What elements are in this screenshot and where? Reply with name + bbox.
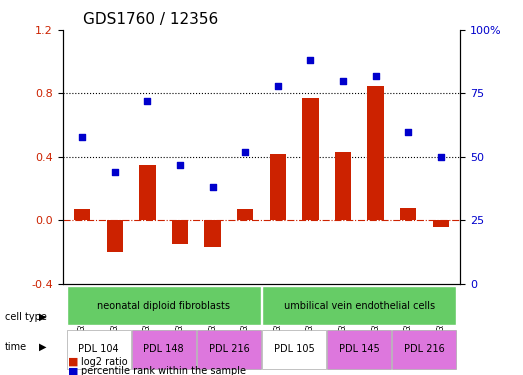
- Bar: [433, 220, 449, 227]
- Bar: [139, 165, 156, 220]
- Text: log2 ratio: log2 ratio: [81, 357, 128, 367]
- Bar: [74, 209, 90, 220]
- Point: [209, 184, 217, 190]
- Bar: [172, 220, 188, 244]
- Point: [404, 129, 412, 135]
- Text: percentile rank within the sample: percentile rank within the sample: [81, 366, 246, 375]
- Point: [274, 83, 282, 89]
- Point: [176, 162, 184, 168]
- Text: umbilical vein endothelial cells: umbilical vein endothelial cells: [283, 301, 435, 311]
- Text: ▶: ▶: [39, 342, 47, 352]
- FancyBboxPatch shape: [327, 330, 391, 369]
- Bar: [400, 208, 416, 220]
- Text: ■: ■: [68, 357, 78, 367]
- Point: [111, 169, 119, 175]
- Text: ▶: ▶: [39, 312, 47, 322]
- Bar: [270, 154, 286, 220]
- Text: PDL 216: PDL 216: [209, 344, 249, 354]
- Text: cell type: cell type: [5, 312, 47, 322]
- Bar: [302, 98, 319, 220]
- Point: [306, 57, 314, 63]
- Point: [78, 134, 86, 140]
- FancyBboxPatch shape: [132, 330, 196, 369]
- Bar: [204, 220, 221, 248]
- Text: neonatal diploid fibroblasts: neonatal diploid fibroblasts: [97, 301, 230, 311]
- Text: PDL 104: PDL 104: [78, 344, 119, 354]
- Text: PDL 148: PDL 148: [143, 344, 184, 354]
- Bar: [335, 152, 351, 220]
- Text: PDL 216: PDL 216: [404, 344, 445, 354]
- Point: [371, 73, 380, 79]
- Bar: [237, 209, 253, 220]
- Bar: [367, 86, 384, 220]
- Text: ■: ■: [68, 366, 78, 375]
- FancyBboxPatch shape: [262, 286, 457, 326]
- Point: [143, 98, 152, 104]
- FancyBboxPatch shape: [66, 330, 131, 369]
- Point: [339, 78, 347, 84]
- Text: PDL 105: PDL 105: [274, 344, 314, 354]
- FancyBboxPatch shape: [197, 330, 261, 369]
- Text: GDS1760 / 12356: GDS1760 / 12356: [83, 12, 218, 27]
- FancyBboxPatch shape: [392, 330, 457, 369]
- FancyBboxPatch shape: [262, 330, 326, 369]
- Point: [241, 149, 249, 155]
- Text: time: time: [5, 342, 27, 352]
- FancyBboxPatch shape: [66, 286, 261, 326]
- Point: [437, 154, 445, 160]
- Bar: [107, 220, 123, 252]
- Text: PDL 145: PDL 145: [339, 344, 380, 354]
